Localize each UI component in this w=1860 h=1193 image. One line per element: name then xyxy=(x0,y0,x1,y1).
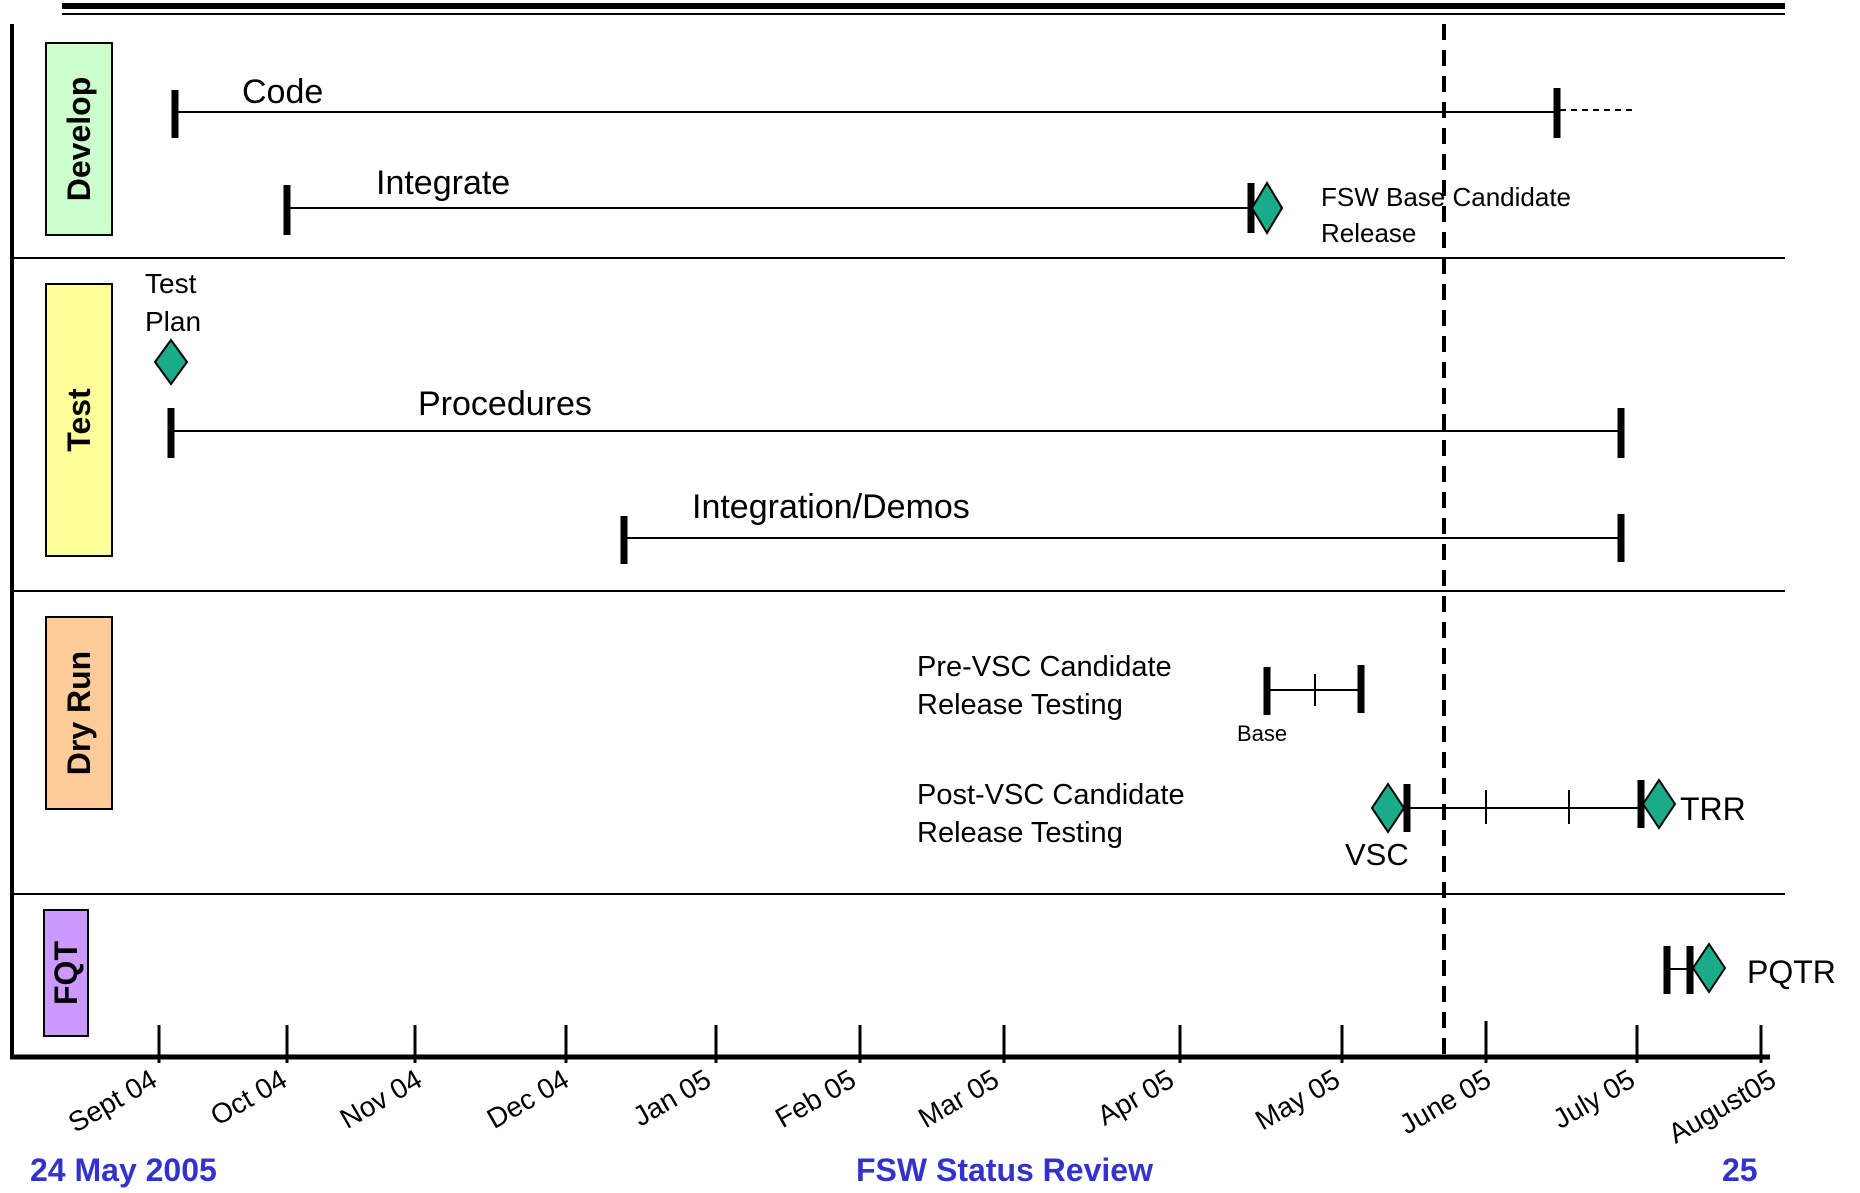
lane-label-develop: Develop xyxy=(61,77,97,201)
month-label: July 05 xyxy=(1548,1063,1640,1134)
lane-box-test xyxy=(45,283,113,557)
post-vsc-label-line2: Release Testing xyxy=(917,817,1123,849)
footer-page-number: 25 xyxy=(1722,1152,1758,1188)
month-label: Jan 05 xyxy=(628,1063,716,1132)
trr-milestone-icon xyxy=(1641,778,1677,830)
test-plan-milestone-icon xyxy=(153,338,189,386)
month-label: Dec 04 xyxy=(482,1063,574,1134)
pqtr-milestone-icon xyxy=(1691,942,1727,994)
integrate-label: Integrate xyxy=(376,164,510,202)
month-label: Sept 04 xyxy=(63,1063,162,1138)
test-plan-label-line2: Plan xyxy=(145,306,201,337)
month-label: May 05 xyxy=(1250,1063,1345,1136)
month-label: June 05 xyxy=(1394,1063,1496,1140)
code-label: Code xyxy=(242,73,323,111)
pqtr-label: PQTR xyxy=(1747,954,1836,990)
post-vsc-label-line1: Post-VSC Candidate xyxy=(917,779,1185,811)
fsw-base-label-line2: Release xyxy=(1321,218,1416,248)
pre-vsc-label-line1: Pre-VSC Candidate xyxy=(917,651,1172,683)
trr-label: TRR xyxy=(1680,791,1746,827)
month-label: Nov 04 xyxy=(335,1063,427,1134)
pre-vsc-label-line2: Release Testing xyxy=(917,689,1123,721)
lane-box-develop xyxy=(45,42,113,236)
lane-label-fqt: FQT xyxy=(48,941,84,1005)
footer-title: FSW Status Review xyxy=(856,1152,1153,1188)
footer-date: 24 May 2005 xyxy=(30,1152,217,1188)
lane-box-dryrun xyxy=(45,616,113,810)
lane-label-test: Test xyxy=(61,388,97,452)
month-label: Apr 05 xyxy=(1092,1063,1179,1131)
fsw-base-label-line1: FSW Base Candidate xyxy=(1321,182,1571,212)
procedures-label: Procedures xyxy=(418,385,592,423)
integration-demos-label: Integration/Demos xyxy=(692,488,970,526)
lane-box-fqt xyxy=(43,909,89,1037)
lane-label-dryrun: Dry Run xyxy=(61,651,97,775)
fsw-base-milestone-icon xyxy=(1250,181,1284,235)
month-label: August05 xyxy=(1663,1063,1781,1149)
vsc-milestone-icon xyxy=(1370,782,1406,834)
month-label: Oct 04 xyxy=(205,1063,292,1131)
base-label: Base xyxy=(1237,721,1287,746)
month-label: Mar 05 xyxy=(913,1063,1004,1133)
test-plan-label-line1: Test xyxy=(145,268,197,299)
month-label: Feb 05 xyxy=(770,1063,861,1133)
vsc-label: VSC xyxy=(1345,837,1409,872)
